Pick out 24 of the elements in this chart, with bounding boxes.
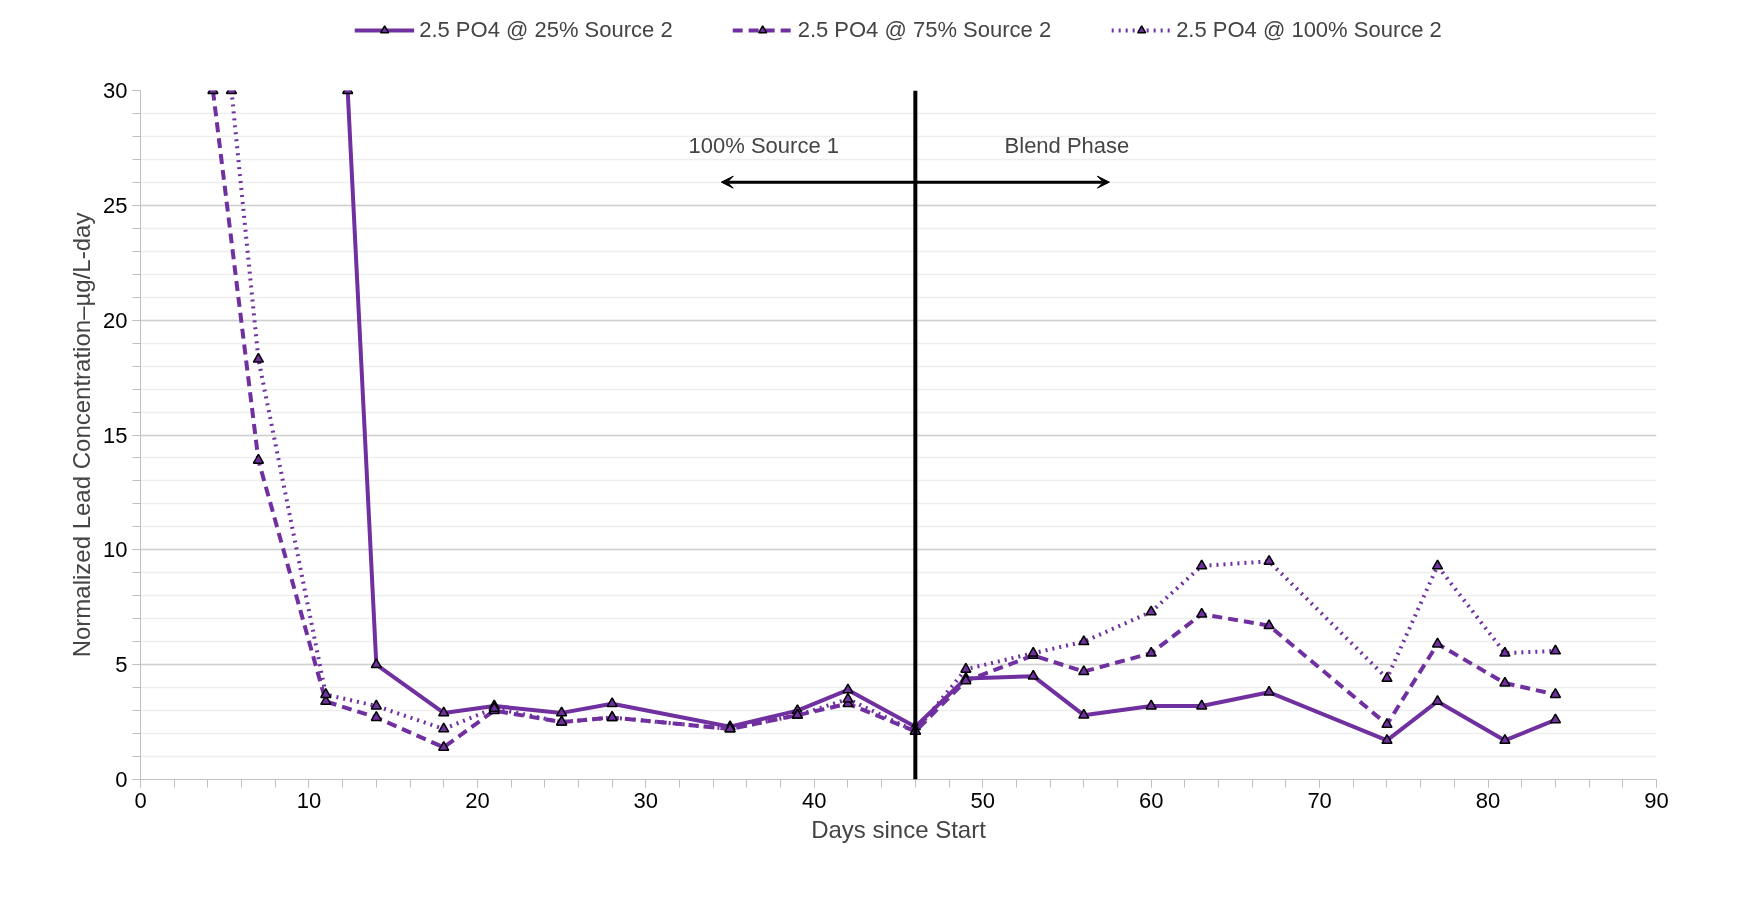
legend-label: 2.5 PO4 @ 25% Source 2	[419, 17, 673, 43]
annotation: Blend Phase	[1004, 133, 1130, 159]
x-tick-label: 0	[134, 787, 147, 813]
y-tick-label: 30	[103, 78, 128, 103]
y-tick-label: 15	[103, 422, 128, 448]
legend-label: 2.5 PO4 @ 75% Source 2	[797, 17, 1052, 43]
x-tick-label: 70	[1307, 787, 1332, 813]
x-axis-title: Days since Start	[811, 815, 987, 843]
y-axis-title: Normalized Lead Concentration–µg/L-day	[68, 212, 96, 658]
legend-label: 2.5 PO4 @ 100% Source 2	[1176, 17, 1442, 43]
y-tick-label: 0	[115, 767, 128, 792]
x-tick-label: 90	[1644, 787, 1669, 813]
x-tick-label: 30	[633, 787, 659, 813]
y-tick-label: 25	[103, 192, 128, 218]
x-tick-label: 50	[970, 787, 995, 813]
y-tick-label: 10	[103, 537, 128, 563]
y-tick-label: 5	[115, 652, 128, 678]
y-tick-label: 20	[103, 307, 128, 333]
x-tick-label: 10	[296, 787, 322, 813]
annotation: 100% Source 1	[688, 133, 839, 159]
x-tick-label: 40	[802, 787, 827, 813]
x-tick-label: 60	[1138, 787, 1164, 813]
x-tick-label: 20	[465, 787, 490, 813]
x-tick-label: 80	[1475, 787, 1501, 813]
